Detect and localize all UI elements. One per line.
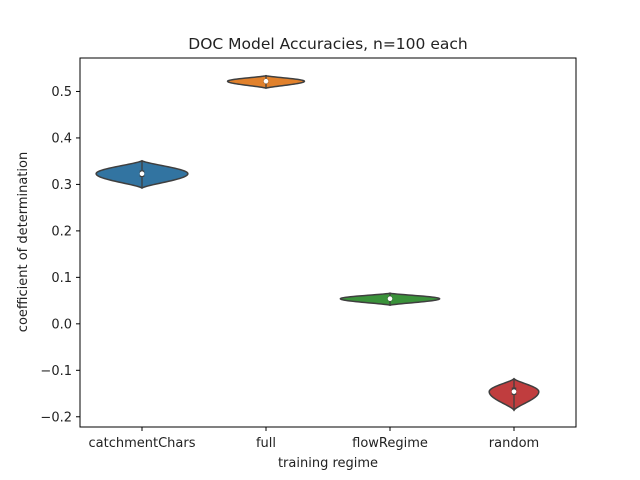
y-tick-label: −0.2 bbox=[40, 410, 72, 425]
violin-median-dot bbox=[387, 296, 393, 302]
x-axis-label: training regime bbox=[278, 456, 378, 471]
y-tick-label: 0.0 bbox=[51, 317, 72, 332]
plot-area bbox=[95, 74, 540, 412]
y-tick-label: 0.4 bbox=[51, 131, 72, 146]
x-tick-label: random bbox=[489, 436, 539, 451]
chart-title: DOC Model Accuracies, n=100 each bbox=[188, 35, 467, 53]
x-tick-label: full bbox=[256, 436, 276, 451]
x-tick-label: flowRegime bbox=[352, 436, 428, 451]
y-tick-label: 0.2 bbox=[51, 224, 72, 239]
violin-median-dot bbox=[139, 171, 145, 177]
y-tick-label: 0.5 bbox=[51, 85, 72, 100]
plot-frame bbox=[79, 57, 577, 428]
y-tick-label: 0.1 bbox=[51, 271, 72, 286]
y-tick-label: 0.3 bbox=[51, 178, 72, 193]
y-tick-label: −0.1 bbox=[40, 364, 72, 379]
y-axis-label: coefficient of determination bbox=[16, 152, 31, 332]
x-axis: catchmentChars full flowRegime random bbox=[89, 427, 539, 451]
x-tick-label: catchmentChars bbox=[89, 436, 196, 451]
violin-median-dot bbox=[511, 389, 517, 394]
y-axis: −0.2 −0.1 0.0 0.1 0.2 0.3 0.4 0.5 bbox=[40, 85, 80, 425]
violin-median-dot bbox=[263, 78, 269, 84]
